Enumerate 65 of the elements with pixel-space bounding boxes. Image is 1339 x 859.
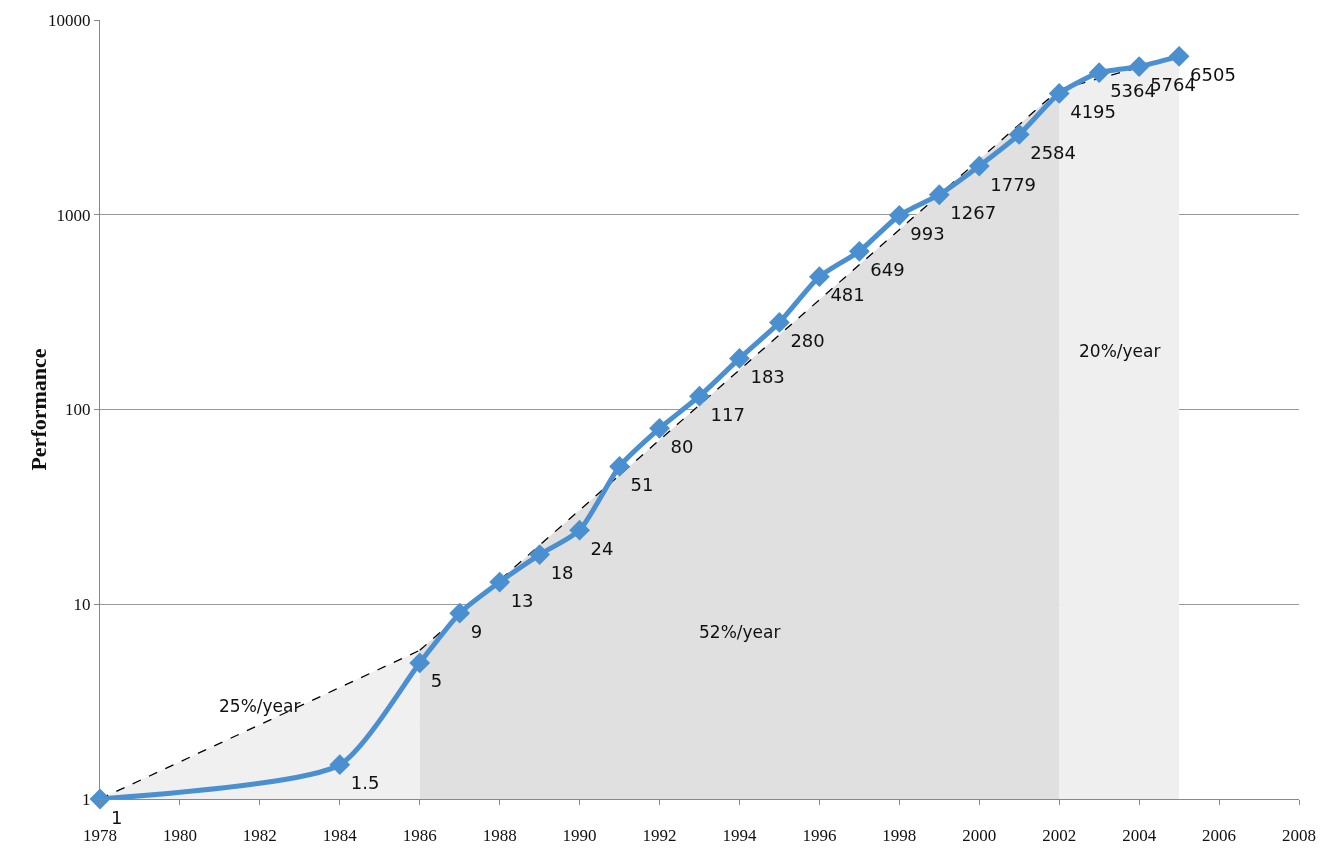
y-tick-label: 1 xyxy=(82,789,91,809)
data-label: 481 xyxy=(830,284,865,306)
data-label: 80 xyxy=(670,435,694,457)
x-tick-label: 1978 xyxy=(83,826,117,846)
x-tick-label: 1992 xyxy=(642,826,677,846)
annotation: 25%/year xyxy=(219,696,301,716)
x-tick-label: 1998 xyxy=(882,826,917,846)
x-tick-label: 1994 xyxy=(722,826,757,846)
x-tick-label: 1986 xyxy=(402,826,437,846)
x-tick-label: 1984 xyxy=(322,826,358,846)
point xyxy=(609,456,630,477)
data-label: 1267 xyxy=(950,202,997,224)
data-label: 13 xyxy=(510,589,534,611)
data-label: 9 xyxy=(470,620,483,642)
point xyxy=(928,184,950,206)
point xyxy=(848,240,870,262)
data-label: 280 xyxy=(790,329,825,351)
point xyxy=(729,347,750,369)
data-label: 5 xyxy=(430,670,443,692)
data-label: 4195 xyxy=(1070,100,1117,122)
annotation: 20%/year xyxy=(1079,341,1161,361)
point xyxy=(489,571,511,593)
data-label: 24 xyxy=(590,537,614,559)
x-tick-label: 1996 xyxy=(802,826,837,846)
point xyxy=(1048,83,1070,104)
point xyxy=(809,266,830,288)
x-tick-label: 1980 xyxy=(162,826,197,846)
point xyxy=(888,204,910,226)
point xyxy=(529,544,551,565)
point xyxy=(329,754,351,776)
data-label: 2584 xyxy=(1030,141,1077,163)
point xyxy=(649,417,670,439)
x-tick-label: 1982 xyxy=(242,826,277,846)
data-label: 1.5 xyxy=(350,772,380,794)
data-label: 1779 xyxy=(990,173,1037,195)
y-tick-label: 1000 xyxy=(56,205,91,225)
data-label: 51 xyxy=(630,473,654,495)
data-label: 649 xyxy=(870,258,905,280)
data-label: 183 xyxy=(750,365,785,387)
point xyxy=(1128,56,1150,77)
x-tick-label: 2006 xyxy=(1202,826,1237,846)
data-label: 18 xyxy=(550,562,574,584)
data-label: 117 xyxy=(710,403,745,425)
point xyxy=(569,519,590,541)
y-axis-title: Performance xyxy=(26,348,51,471)
point xyxy=(1088,62,1110,84)
x-tick-label: 1990 xyxy=(562,826,597,846)
data-label: 1 xyxy=(111,806,123,828)
point xyxy=(1168,45,1190,67)
point xyxy=(689,385,710,407)
x-tick-label: 2000 xyxy=(962,826,997,846)
point xyxy=(449,602,471,624)
x-tick-label: 2004 xyxy=(1122,826,1157,846)
y-tick-label: 10000 xyxy=(48,10,91,30)
point xyxy=(1008,124,1030,145)
data-label: 993 xyxy=(910,222,945,244)
annotation: 52%/year xyxy=(699,622,781,642)
point xyxy=(968,155,990,177)
point xyxy=(769,312,790,333)
x-tick-label: 2002 xyxy=(1042,826,1077,846)
x-tick-label: 1988 xyxy=(482,826,517,846)
x-tick-label: 2008 xyxy=(1282,826,1316,846)
y-tick-label: 10 xyxy=(73,595,91,615)
y-tick-label: 100 xyxy=(65,400,91,420)
point xyxy=(409,652,431,674)
